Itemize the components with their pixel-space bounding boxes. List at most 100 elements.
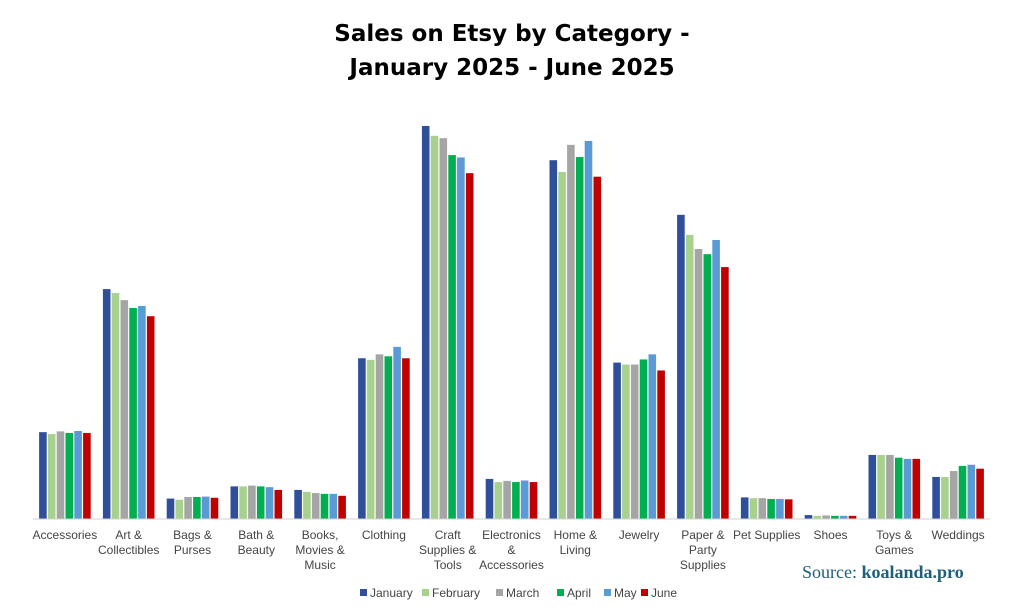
- bar-february-11: [749, 498, 758, 519]
- legend-swatch-may: [604, 589, 611, 596]
- chart-title: Sales on Etsy by Category - January 2025 …: [334, 21, 689, 81]
- category-label-13-1: Games: [875, 543, 914, 557]
- category-label-2-0: Bags &: [173, 528, 212, 542]
- bar-march-7: [503, 480, 511, 519]
- category-label-2-1: Purses: [174, 543, 211, 557]
- bar-february-3: [239, 486, 247, 519]
- category-label-10-2: Supplies: [680, 558, 726, 572]
- bar-april-13: [894, 457, 903, 519]
- bar-june-10: [721, 267, 729, 519]
- bar-may-12: [839, 515, 848, 519]
- bar-june-8: [593, 176, 602, 519]
- category-label-6-2: Tools: [434, 558, 462, 572]
- bar-january-2: [166, 498, 175, 519]
- bar-april-0: [65, 432, 74, 519]
- category-label-3-1: Beauty: [238, 543, 275, 557]
- bar-april-7: [512, 482, 520, 519]
- legend-label-february: February: [432, 586, 480, 600]
- category-label-4-2: Music: [304, 558, 335, 572]
- legend-label-may: May: [614, 586, 637, 600]
- bars-group: [39, 126, 984, 520]
- bar-may-0: [74, 430, 82, 519]
- bar-april-8: [575, 157, 584, 520]
- legend-label-june: June: [651, 586, 677, 600]
- bar-march-1: [120, 300, 129, 519]
- bar-june-1: [146, 316, 155, 519]
- bar-june-14: [976, 468, 984, 519]
- bar-january-4: [294, 489, 302, 519]
- bar-january-11: [740, 497, 749, 519]
- bar-february-5: [366, 359, 375, 519]
- bar-april-12: [831, 515, 839, 519]
- bar-june-3: [274, 489, 283, 519]
- category-label-8-1: Living: [560, 543, 591, 557]
- category-label-9-0: Jewelry: [619, 528, 660, 542]
- bar-january-1: [102, 289, 111, 519]
- bar-april-1: [129, 307, 137, 519]
- category-label-11-0: Pet Supplies: [733, 528, 800, 542]
- bar-february-1: [111, 293, 120, 519]
- category-label-7-1: &: [507, 543, 515, 557]
- bar-february-4: [303, 491, 311, 519]
- bar-may-3: [265, 487, 274, 519]
- bar-february-9: [622, 364, 630, 519]
- bar-june-12: [848, 515, 857, 519]
- bar-june-9: [657, 370, 665, 519]
- bar-may-5: [393, 346, 401, 519]
- bar-april-3: [256, 486, 265, 519]
- source-note: Source: koalanda.pro: [802, 562, 964, 583]
- bar-may-9: [648, 354, 657, 519]
- category-label-1-1: Collectibles: [98, 543, 159, 557]
- bar-february-14: [941, 476, 949, 519]
- bar-march-3: [248, 485, 256, 519]
- bar-april-9: [639, 359, 648, 519]
- bar-april-10: [703, 254, 712, 519]
- bar-june-4: [338, 495, 346, 519]
- bar-may-2: [201, 496, 210, 519]
- category-label-10-1: Party: [689, 543, 717, 557]
- bar-january-3: [230, 486, 239, 519]
- bar-june-6: [465, 173, 474, 519]
- bar-march-2: [184, 496, 192, 519]
- category-label-10-0: Paper &: [681, 528, 724, 542]
- bar-april-5: [384, 356, 393, 519]
- category-label-5-0: Clothing: [362, 528, 406, 542]
- bar-february-8: [558, 171, 566, 520]
- bar-january-6: [421, 126, 430, 519]
- bar-may-8: [584, 140, 593, 519]
- legend-label-january: January: [370, 586, 413, 600]
- category-label-12-0: Shoes: [813, 528, 847, 542]
- bar-march-14: [949, 471, 958, 519]
- bar-march-4: [311, 493, 320, 519]
- bar-february-7: [494, 482, 503, 519]
- bar-march-12: [822, 515, 830, 519]
- bar-april-4: [320, 493, 329, 519]
- category-label-1-0: Art &: [115, 528, 142, 542]
- bar-april-11: [767, 498, 775, 519]
- legend-swatch-february: [422, 589, 429, 596]
- chart-title-line-1: Sales on Etsy by Category -: [334, 21, 689, 47]
- legend-label-april: April: [567, 586, 591, 600]
- bar-february-13: [877, 454, 885, 519]
- bar-june-7: [529, 482, 538, 519]
- category-label-6-1: Supplies &: [419, 543, 476, 557]
- category-label-6-0: Craft: [435, 528, 462, 542]
- bar-march-0: [56, 431, 65, 519]
- source-prefix: Source:: [802, 562, 862, 582]
- bar-june-13: [912, 458, 921, 519]
- source-link[interactable]: koalanda.pro: [861, 562, 964, 582]
- bar-march-11: [758, 498, 767, 519]
- bar-february-2: [175, 499, 184, 519]
- bar-march-5: [375, 354, 384, 519]
- bar-january-5: [358, 358, 366, 519]
- bar-january-8: [549, 160, 558, 519]
- bar-may-10: [712, 239, 720, 519]
- category-labels: Accessories Art &Collectibles Bags &Purses…: [33, 528, 985, 572]
- bar-january-7: [485, 478, 494, 519]
- bar-february-0: [47, 434, 56, 519]
- category-label-4-0: Books,: [302, 528, 339, 542]
- bar-january-9: [613, 362, 621, 519]
- bar-may-6: [457, 157, 465, 519]
- legend-swatch-june: [641, 589, 648, 596]
